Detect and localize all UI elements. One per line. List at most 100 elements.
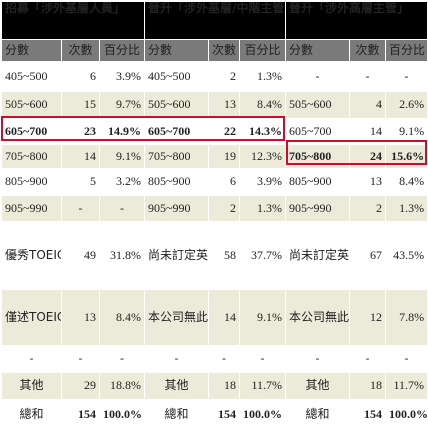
cell-percent: 9.1%	[385, 118, 428, 145]
cell-score: 405~500	[1, 61, 62, 92]
cell-score: 905~990	[1, 195, 62, 222]
cell-percent: 3.9%	[239, 168, 287, 196]
cell-score: -	[144, 345, 210, 373]
cell-score: 805~900	[144, 168, 210, 196]
cell-count: 13	[349, 168, 387, 196]
cell-count: 4	[349, 91, 387, 119]
cell-count: 14	[349, 118, 387, 145]
cell-score: 優秀TOEIC優先，不訂門檻分數	[1, 221, 62, 290]
cell-score: 505~600	[144, 91, 210, 119]
column-header-row: 分數 次數 百分比 分數 次數 百分比 分數 次數 百分比	[1, 39, 428, 62]
table-row: 優秀TOEIC優先，不訂門檻分數4931.8%尚未訂定英語成績標準5837.7%…	[1, 221, 428, 290]
cell-score: 705~800	[144, 144, 210, 169]
cell-score: 本公司無此職位	[144, 289, 210, 346]
cell-count: 2	[208, 61, 241, 92]
cell-percent: 14.9%	[98, 118, 146, 145]
cell-count: -	[349, 61, 387, 92]
cell-percent: 2.6%	[385, 91, 428, 119]
cell-score: 尚未訂定英語成績標準	[144, 221, 210, 290]
cell-count: 23	[61, 118, 100, 145]
cell-count: 22	[208, 118, 241, 145]
cell-score: 805~900	[285, 168, 351, 196]
cell-percent: 31.8%	[98, 221, 146, 290]
cell-score: 705~800	[285, 144, 351, 169]
header-count: 次數	[61, 39, 100, 62]
header-score: 分數	[285, 39, 351, 62]
cell-count: 58	[208, 221, 241, 290]
cell-score: 總和	[144, 399, 210, 430]
cell-percent: 37.7%	[239, 221, 287, 290]
cell-score: 總和	[1, 399, 62, 430]
table-row: 總和 154 100.0% 總和 154 100.0% 總和 154 100.0%	[1, 399, 428, 430]
cell-percent: 9.7%	[98, 91, 146, 119]
cell-count: 29	[61, 372, 100, 400]
cell-percent: 14.3%	[239, 118, 287, 145]
cell-count: -	[349, 345, 387, 373]
cell-count: 15	[61, 91, 100, 119]
cell-count: 14	[208, 289, 241, 346]
cell-score: 505~600	[285, 91, 351, 119]
cell-score: 僅述TOEIC必備，不訂門檻分數	[1, 289, 62, 346]
table-row: 905~990- -905~990 2 1.3% 905~990 2 1.3%	[1, 195, 428, 222]
cell-count: 19	[208, 144, 241, 169]
cell-score: 505~600	[1, 91, 62, 119]
section-title-entry-staff: 招募「涉外基層人員」	[0, 1, 146, 40]
cell-percent: 1.3%	[239, 61, 287, 92]
cell-percent: 100.0%	[239, 399, 287, 430]
cell-percent: 11.7%	[239, 372, 287, 400]
cell-count: 49	[61, 221, 100, 290]
cell-score: 705~800	[1, 144, 62, 169]
cell-percent: 100.0%	[98, 399, 146, 430]
cell-count: 5	[61, 168, 100, 196]
cell-percent: 3.2%	[98, 168, 146, 196]
cell-score: 其他	[285, 372, 351, 400]
cell-score: 總和	[285, 399, 351, 430]
header-percent: 百分比	[385, 39, 428, 62]
cell-score: 605~700	[144, 118, 210, 145]
cell-score: 905~990	[144, 195, 210, 222]
table-row: 其他 29 18.8% 其他 18 11.7% 其他 18 11.7%	[1, 372, 428, 400]
header-percent: 百分比	[98, 39, 146, 62]
cell-percent: 9.1%	[239, 289, 287, 346]
cell-score: 605~700	[285, 118, 351, 145]
cell-percent: -	[239, 345, 287, 373]
cell-percent: -	[98, 345, 146, 373]
table-row: 405~500 6 3.9% 405~500 2 1.3% - - -	[1, 61, 428, 92]
cell-percent: -	[385, 61, 428, 92]
cell-score: 805~900	[1, 168, 62, 196]
cell-percent: 18.8%	[98, 372, 146, 400]
header-count: 次數	[208, 39, 241, 62]
table-row: 僅述TOEIC必備，不訂門檻分數138.4%本公司無此職位149.1%本公司無此…	[1, 289, 428, 346]
table-row: 805~900 5 3.2% 805~900 6 3.9% 805~900 13 8.4%	[1, 168, 428, 196]
cell-count: 18	[349, 372, 387, 400]
cell-count: 67	[349, 221, 387, 290]
cell-count: -	[61, 195, 100, 222]
cell-count: -	[208, 345, 241, 373]
cell-count: 13	[61, 289, 100, 346]
cell-score: 本公司無此職位	[285, 289, 351, 346]
cell-score: -	[285, 345, 351, 373]
table-row: 705~800 14 9.1% 705~800 19 12.3% 705~800 24 15.6…	[1, 144, 428, 169]
header-score: 分數	[144, 39, 210, 62]
cell-percent: 1.3%	[239, 195, 287, 222]
cell-count: 12	[349, 289, 387, 346]
table-row: ---------	[1, 345, 428, 373]
section-title-mid-manager: 晉升「涉外基層/中階主管」	[144, 1, 287, 40]
section-title-senior-manager: 晉升「涉外高層主管」	[285, 1, 428, 40]
section-title-row: 招募「涉外基層人員」 晉升「涉外基層/中階主管」 晉升「涉外高層主管」	[0, 1, 428, 40]
cell-score: 405~500	[144, 61, 210, 92]
cell-score: 尚未訂定英語成績標準	[285, 221, 351, 290]
cell-percent: 9.1%	[98, 144, 146, 169]
cell-count: 24	[349, 144, 387, 169]
cell-count: -	[61, 345, 100, 373]
cell-percent: 12.3%	[239, 144, 287, 169]
cell-count: 6	[61, 61, 100, 92]
cell-percent: 1.3%	[385, 195, 428, 222]
header-percent: 百分比	[239, 39, 287, 62]
cell-percent: 7.8%	[385, 289, 428, 346]
cell-count: 154	[349, 399, 387, 430]
cell-percent: 8.4%	[385, 168, 428, 196]
cell-score: 其他	[1, 372, 62, 400]
cell-percent: 43.5%	[385, 221, 428, 290]
header-count: 次數	[349, 39, 387, 62]
